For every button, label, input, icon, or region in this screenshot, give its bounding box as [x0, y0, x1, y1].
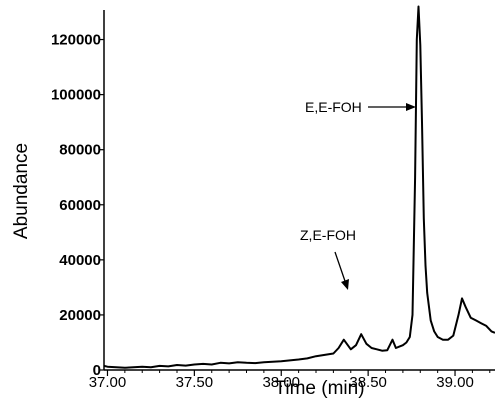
chromatogram-trace — [103, 5, 495, 369]
y-tick-label: 120000 — [51, 32, 101, 49]
x-tick-label: 37.00 — [89, 374, 127, 391]
y-tick-label: 40000 — [59, 252, 101, 269]
y-tick-label: 100000 — [51, 87, 101, 104]
annotation-ee-foh: E,E-FOH — [305, 99, 362, 115]
x-tick-label: 39.00 — [436, 374, 474, 391]
y-tick-label: 20000 — [59, 307, 101, 324]
y-axis-label: Abundance — [11, 143, 32, 239]
peak-annotations: E,E-FOH Z,E-FOH — [300, 99, 416, 290]
annotation-ze-foh: Z,E-FOH — [300, 227, 356, 243]
y-tick-label: 80000 — [59, 142, 101, 159]
y-axis-ticks: 0 20000 40000 60000 80000 100000 120000 — [51, 32, 104, 379]
annotation-ze-arrow-line — [334, 251, 347, 285]
x-tick-label: 38.50 — [349, 374, 387, 391]
x-tick-label: 38.00 — [262, 374, 300, 391]
annotation-ze-arrowhead — [341, 279, 349, 290]
x-tick-label: 37.50 — [176, 374, 214, 391]
y-tick-label: 60000 — [59, 197, 101, 214]
annotation-ee-arrowhead — [406, 103, 416, 111]
y-tick-label: 0 — [93, 362, 101, 379]
x-axis-label: Time (min) — [274, 378, 364, 398]
